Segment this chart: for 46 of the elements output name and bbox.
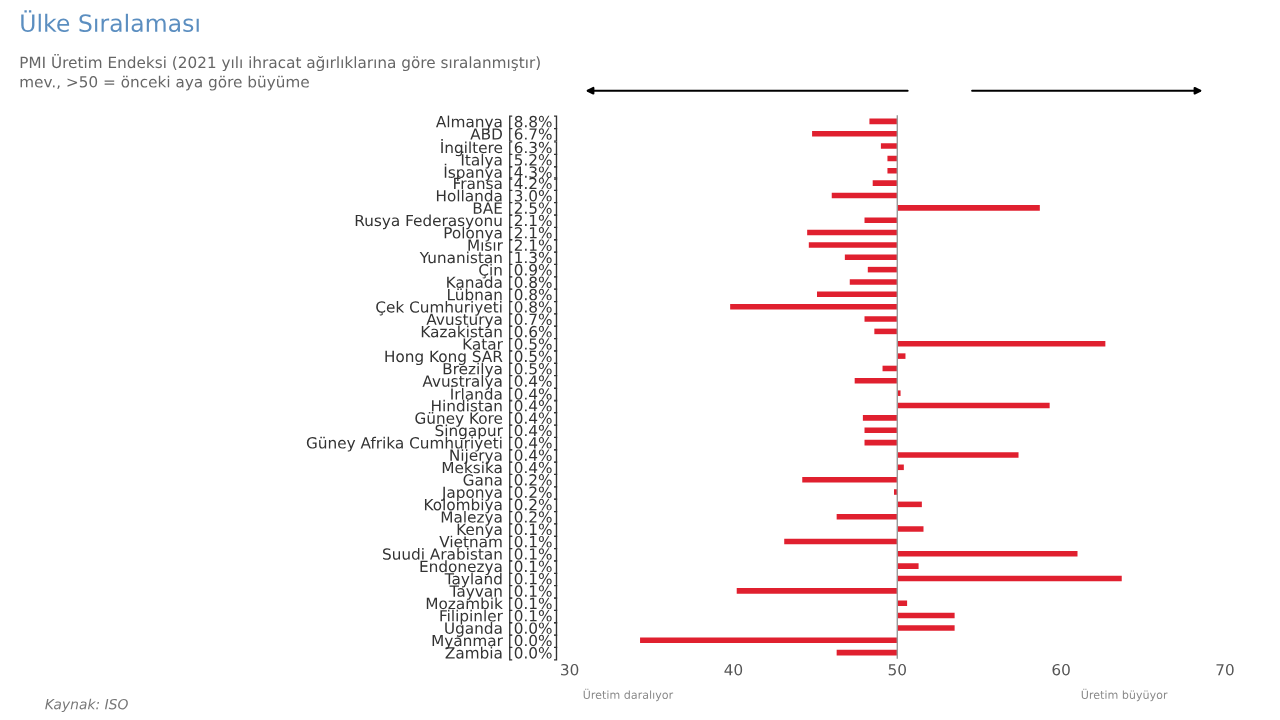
text: Üretim daralıyor xyxy=(583,688,674,702)
x-tick-label: 70 xyxy=(1216,663,1234,676)
bar xyxy=(897,563,919,569)
text: Kaynak: ISO xyxy=(45,698,128,713)
bar xyxy=(836,513,898,520)
bar xyxy=(849,279,898,285)
bar xyxy=(887,168,898,174)
bar xyxy=(872,180,898,186)
y-tick-label: Gana [0.2%] xyxy=(463,473,558,488)
bar xyxy=(894,489,898,495)
bar xyxy=(887,155,898,162)
text: Ülke Sıralaması xyxy=(21,10,199,33)
bar xyxy=(864,427,898,434)
bar xyxy=(640,637,898,644)
bar xyxy=(808,242,898,248)
bar xyxy=(880,143,898,149)
bar xyxy=(897,526,924,532)
x-tick-label: 40 xyxy=(724,663,743,676)
bar xyxy=(864,316,898,322)
text: Üretim büyüyor xyxy=(1081,688,1168,702)
bar xyxy=(897,575,1122,582)
bar xyxy=(897,452,1019,458)
bar xyxy=(897,551,1078,557)
bar xyxy=(802,476,898,483)
bar xyxy=(844,254,898,261)
bar xyxy=(817,291,898,298)
bar xyxy=(862,415,898,421)
bar xyxy=(897,600,908,606)
bar xyxy=(807,229,898,236)
bar xyxy=(897,402,1050,409)
bar xyxy=(897,340,1106,347)
bar xyxy=(812,130,898,137)
y-tick-label: BAE [2.5%] xyxy=(473,202,558,216)
x-tick-label: 50 xyxy=(888,663,906,676)
text: PMI Üretim Endeksi (2021 yılı ihracat ağırlıklarına göre sıralanmıştır) mev., >50 = önceki aya göre büyüme xyxy=(20,54,540,91)
bar xyxy=(869,118,898,125)
bar xyxy=(864,217,898,223)
bar xyxy=(854,378,898,384)
bar xyxy=(874,328,898,335)
x-tick-label: 60 xyxy=(1052,663,1070,676)
bar xyxy=(784,538,898,545)
bar xyxy=(736,588,898,594)
bar xyxy=(730,303,898,310)
bar xyxy=(897,625,955,631)
bar xyxy=(897,205,1040,211)
x-tick-label: 30 xyxy=(561,663,579,676)
